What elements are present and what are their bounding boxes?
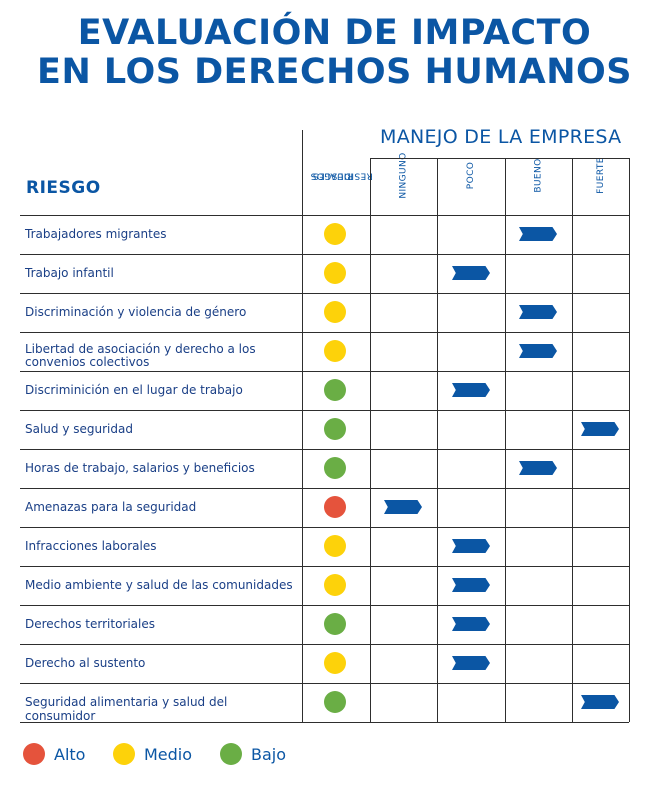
row-divider (20, 371, 629, 372)
risk-row-label: Libertad de asociación y derecho a los c… (25, 342, 256, 369)
legend-item-bajo: Bajo (220, 743, 286, 765)
management-level-arrow (519, 344, 557, 358)
risk-row-label: Medio ambiente y salud de las comunidade… (25, 578, 293, 592)
management-level-arrow (452, 383, 490, 397)
row-divider (20, 449, 629, 450)
management-level-arrow (519, 305, 557, 319)
risk-dot-bajo (324, 457, 346, 479)
row-divider (20, 254, 629, 255)
risk-dot-medio (324, 223, 346, 245)
column-divider (302, 130, 303, 722)
row-divider (20, 332, 629, 333)
column-divider (437, 158, 438, 722)
risk-row-label: Derecho al sustento (25, 656, 146, 670)
risk-row-label: Trabajo infantil (25, 266, 114, 280)
manejo-column-header: MANEJO DE LA EMPRESA (380, 126, 622, 148)
level-header-ninguno: NINGUNO (398, 151, 409, 199)
row-divider (20, 644, 629, 645)
risk-row-label: Seguridad alimentaria y salud del consum… (25, 695, 228, 723)
title-line-2: EN LOS DERECHOS HUMANOS (37, 52, 632, 92)
legend-label: Alto (54, 744, 86, 764)
row-divider (20, 605, 629, 606)
legend-dot-bajo (220, 743, 242, 765)
legend-label: Bajo (251, 744, 287, 764)
residual-risk-header: RIESGOS RESIDUALES (305, 140, 373, 210)
level-header-bueno: BUENO (533, 157, 544, 193)
risk-row-label: Salud y seguridad (25, 422, 133, 436)
risk-row-label: Discriminación y violencia de género (25, 305, 247, 319)
row-divider (20, 683, 629, 684)
legend-item-medio: Medio (113, 743, 192, 765)
management-level-arrow (581, 422, 619, 436)
management-level-arrow (452, 656, 490, 670)
management-level-arrow (452, 617, 490, 631)
legend-dot-medio (113, 743, 135, 765)
risk-row-label: Amenazas para la seguridad (25, 500, 197, 514)
risk-dot-medio (324, 301, 346, 323)
management-level-arrow (384, 500, 422, 514)
title-line-1: EVALUACIÓN DE IMPACTO (77, 13, 592, 53)
legend-item-alto: Alto (23, 743, 85, 765)
risk-dot-bajo (324, 691, 346, 713)
risk-dot-bajo (324, 613, 346, 635)
risk-row-label: Infracciones laborales (25, 539, 157, 553)
management-level-arrow (519, 227, 557, 241)
column-divider (505, 158, 506, 722)
management-level-arrow (452, 266, 490, 280)
risk-row-label: Trabajadores migrantes (25, 227, 167, 241)
row-divider (20, 293, 629, 294)
management-level-arrow (452, 578, 490, 592)
risk-dot-medio (324, 535, 346, 557)
column-divider (629, 158, 630, 722)
column-divider (572, 158, 573, 722)
row-divider (20, 527, 629, 528)
row-divider (20, 488, 629, 489)
risk-row-label: Discriminición en el lugar de trabajo (25, 383, 243, 397)
row-divider (20, 215, 629, 216)
management-level-arrow (581, 695, 619, 709)
row-divider (20, 410, 629, 411)
residual-header-line-2: RESIDUALES (312, 170, 373, 181)
riesgo-column-header: RIESGO (26, 178, 101, 198)
risk-dot-medio (324, 340, 346, 362)
column-divider (370, 158, 371, 722)
risk-dot-medio (324, 262, 346, 284)
level-header-poco: POCO (465, 161, 476, 189)
risk-dot-alto (324, 496, 346, 518)
header-divider (370, 158, 629, 159)
management-level-arrow (519, 461, 557, 475)
risk-dot-bajo (324, 379, 346, 401)
risk-dot-medio (324, 652, 346, 674)
legend-dot-alto (23, 743, 45, 765)
legend-label: Medio (144, 744, 193, 764)
risk-row-label: Derechos territoriales (25, 617, 156, 631)
risk-dot-bajo (324, 418, 346, 440)
risk-dot-medio (324, 574, 346, 596)
page-title: EVALUACIÓN DE IMPACTO EN LOS DERECHOS HU… (0, 14, 669, 92)
risk-row-label: Horas de trabajo, salarios y beneficios (25, 461, 255, 475)
row-divider (20, 566, 629, 567)
level-header-fuerte: FUERTE (595, 156, 606, 194)
management-level-arrow (452, 539, 490, 553)
row-divider (20, 722, 629, 723)
